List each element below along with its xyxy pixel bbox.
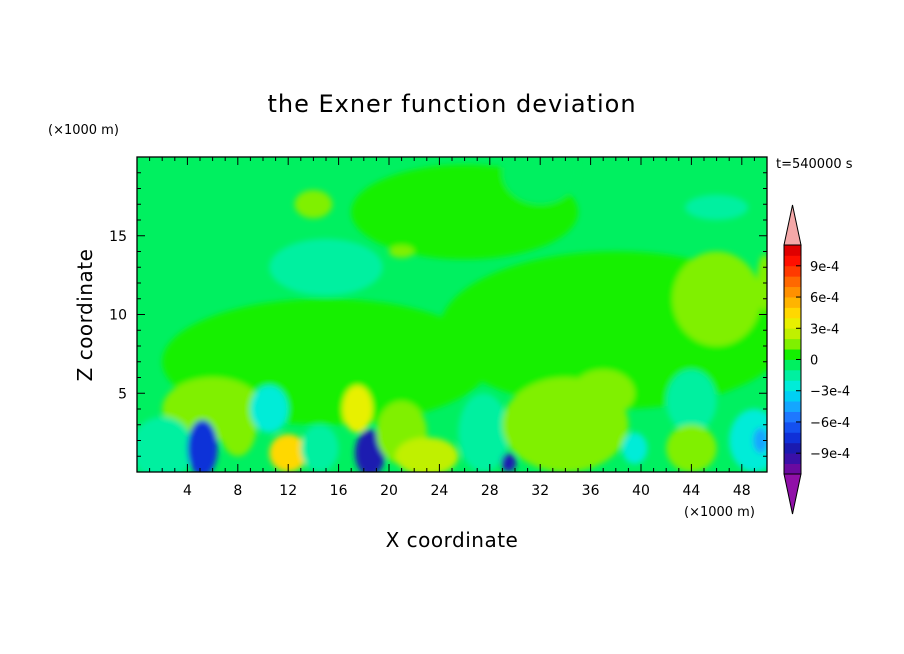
colorbar-swatch [784,369,801,381]
colorbar-swatch [784,265,801,277]
field-region [187,420,218,472]
field-region [622,432,648,465]
x-tick-label: 20 [380,483,398,499]
field-region [729,409,767,472]
x-tick-label: 32 [531,483,549,499]
x-axis: 4 8 12 16 20 24 28 32 36 40 44 48 [149,157,755,499]
colorbar-swatch [784,328,801,340]
colorbar-tick-label: −6e-4 [810,416,850,431]
x-unit-label: (×1000 m) [684,505,755,520]
colorbar-swatch [784,307,801,319]
chart-title: the Exner function deviation [267,90,636,118]
field-region [666,424,717,472]
y-tick-label: 15 [109,229,127,245]
colorbar-tick-label: 3e-4 [810,322,839,337]
x-tick-label: 44 [682,483,700,499]
colorbar-tick-label: 6e-4 [810,291,839,306]
x-tick-label: 36 [582,483,600,499]
colorbar-tick-label: −3e-4 [810,385,850,400]
y-tick-label: 10 [109,308,127,324]
field-region [666,369,717,433]
colorbar-swatch [784,338,801,350]
colorbar-swatch [784,349,801,360]
field-region [269,434,308,472]
colorbar-swatch [784,421,801,433]
y-axis: 5 10 15 [109,172,767,457]
field-region [753,427,767,454]
x-tick-label: 48 [733,483,751,499]
colorbar-under-triangle [783,473,802,515]
colorbar-swatch [784,453,801,464]
colorbar-swatch [784,401,801,412]
colorbar-swatch [784,411,801,423]
colorbar-swatch [784,442,801,454]
y-axis-label: Z coordinate [73,249,97,382]
field-region [250,385,289,433]
colorbar-swatch [784,432,801,444]
colorbar-swatch [784,380,801,392]
colorbar-swatch [784,255,801,267]
field-region [395,437,459,472]
x-axis-label: X coordinate [386,528,519,552]
field-region [501,453,517,472]
colorbar-swatch [784,297,801,308]
field-region [263,322,339,370]
x-tick-label: 16 [330,483,348,499]
y-unit-label: (×1000 m) [48,123,119,138]
field-region [571,369,635,417]
colorbar-swatch [784,245,801,256]
x-tick-label: 4 [183,483,192,499]
x-tick-label: 40 [632,483,650,499]
y-tick-label: 5 [118,386,127,402]
colorbar-swatch [784,317,801,329]
field-region [458,393,509,472]
colorbar-tick-label: 0 [810,354,818,369]
field-region [294,190,333,219]
field-region [342,385,373,433]
colorbar-over-triangle [783,204,802,246]
x-tick-label: 24 [430,483,448,499]
field-region [269,238,383,296]
colorbar-tick-label: −9e-4 [810,447,850,462]
field-region [300,424,339,472]
colorbar-tick-label: 9e-4 [810,260,839,275]
colorbar-swatch [784,359,801,371]
colorbar: 9e-4 6e-4 3e-4 0 −3e-4 −6e-4 −9e-4 [783,204,850,515]
colorbar-swatch [784,276,801,288]
field-region [218,393,257,457]
field-region [137,416,194,472]
x-tick-label: 8 [233,483,242,499]
x-tick-label: 28 [481,483,499,499]
colorbar-swatch [784,390,801,402]
colorbar-swatch [784,463,801,475]
plot-area [137,157,767,472]
x-tick-label: 12 [279,483,297,499]
field-region [389,245,415,258]
field-region [672,251,761,346]
time-label: t=540000 s [776,157,853,172]
field-region [502,157,578,205]
field-region [756,254,767,312]
colorbar-swatch [784,286,801,298]
field-region [685,194,749,220]
